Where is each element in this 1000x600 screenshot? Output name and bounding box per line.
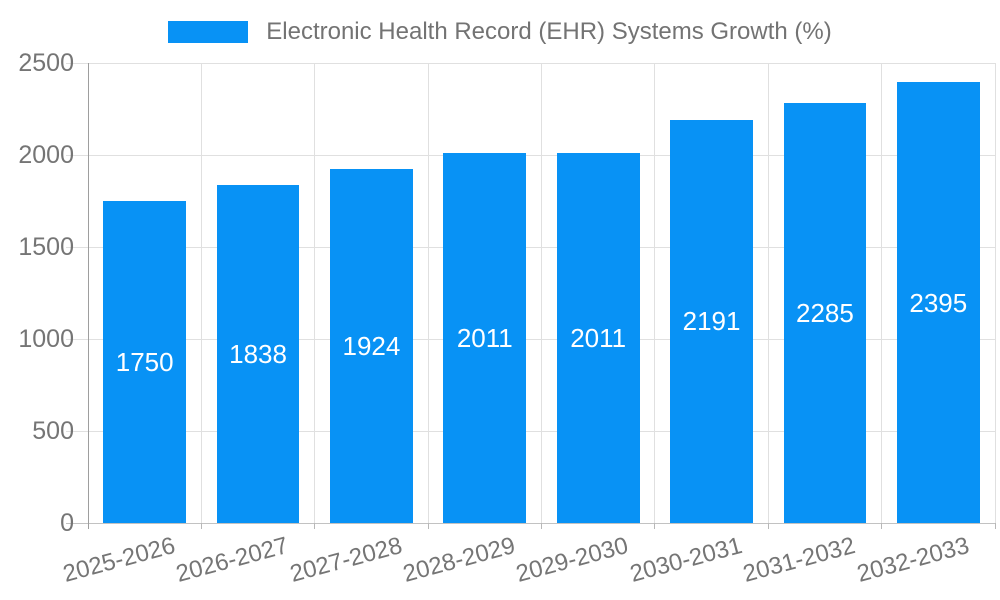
- x-axis-tick: [994, 523, 996, 529]
- legend-swatch-icon: [168, 21, 249, 43]
- x-gridline: [767, 63, 769, 523]
- bar: 2011: [443, 152, 527, 523]
- x-axis-tick: [541, 523, 542, 529]
- x-gridline: [881, 63, 883, 523]
- y-tick-label: 2500: [18, 49, 74, 77]
- y-tick-label: 0: [60, 509, 74, 537]
- bar-value-label: 2011: [456, 322, 513, 353]
- y-gridline: [66, 246, 995, 248]
- bar: 2285: [783, 102, 867, 523]
- x-tick-label: 2029-2030: [513, 531, 632, 588]
- x-tick-label: 2027-2028: [286, 531, 405, 588]
- x-gridline: [314, 63, 316, 523]
- x-tick-label: 2030-2031: [626, 531, 745, 588]
- bar: 1750: [103, 201, 187, 523]
- x-axis-tick: [654, 523, 656, 529]
- chart-legend: Electronic Health Record (EHR) Systems G…: [0, 15, 1000, 49]
- x-gridline: [427, 63, 429, 523]
- legend-item-ehr-growth[interactable]: Electronic Health Record (EHR) Systems G…: [168, 18, 832, 46]
- bar: 1838: [216, 184, 300, 523]
- bar-value-label: 2011: [570, 322, 627, 353]
- bar-value-label: 1750: [115, 347, 174, 377]
- x-tick-label: 2025-2026: [60, 531, 178, 588]
- x-axis-tick: [427, 523, 429, 529]
- bar: 1924: [330, 168, 413, 523]
- x-axis-line: [66, 522, 995, 524]
- y-gridline: [66, 62, 995, 64]
- bar-value-label: 2191: [682, 306, 741, 337]
- x-gridline: [200, 63, 202, 523]
- x-axis-tick: [767, 523, 769, 529]
- y-tick-label: 2000: [18, 141, 74, 169]
- y-axis-line: [87, 63, 89, 529]
- x-tick-label: 2031-2032: [740, 531, 859, 588]
- x-gridline: [994, 63, 996, 523]
- y-tick-label: 1500: [18, 233, 74, 261]
- x-tick-label: 2026-2027: [173, 531, 292, 588]
- x-gridline: [541, 63, 542, 523]
- x-axis-tick: [314, 523, 316, 529]
- bar-value-label: 1838: [229, 338, 287, 369]
- x-gridline: [654, 63, 656, 523]
- x-axis-tick: [881, 523, 883, 529]
- x-tick-label: 2028-2029: [400, 531, 519, 588]
- bar: 2191: [670, 119, 753, 523]
- y-gridline: [66, 430, 995, 432]
- x-axis-tick: [200, 523, 202, 529]
- bar-value-label: 1924: [342, 330, 401, 361]
- bar: 2011: [556, 152, 640, 523]
- x-tick-label: 2032-2033: [853, 531, 972, 588]
- y-tick-label: 1000: [18, 325, 74, 353]
- y-tick-label: 500: [32, 417, 74, 445]
- legend-label: Electronic Health Record (EHR) Systems G…: [266, 18, 832, 45]
- y-gridline: [66, 338, 995, 340]
- bar-value-label: 2285: [796, 297, 854, 328]
- y-gridline: [66, 154, 995, 156]
- bar-value-label: 2395: [909, 287, 968, 318]
- bar: 2395: [896, 82, 980, 523]
